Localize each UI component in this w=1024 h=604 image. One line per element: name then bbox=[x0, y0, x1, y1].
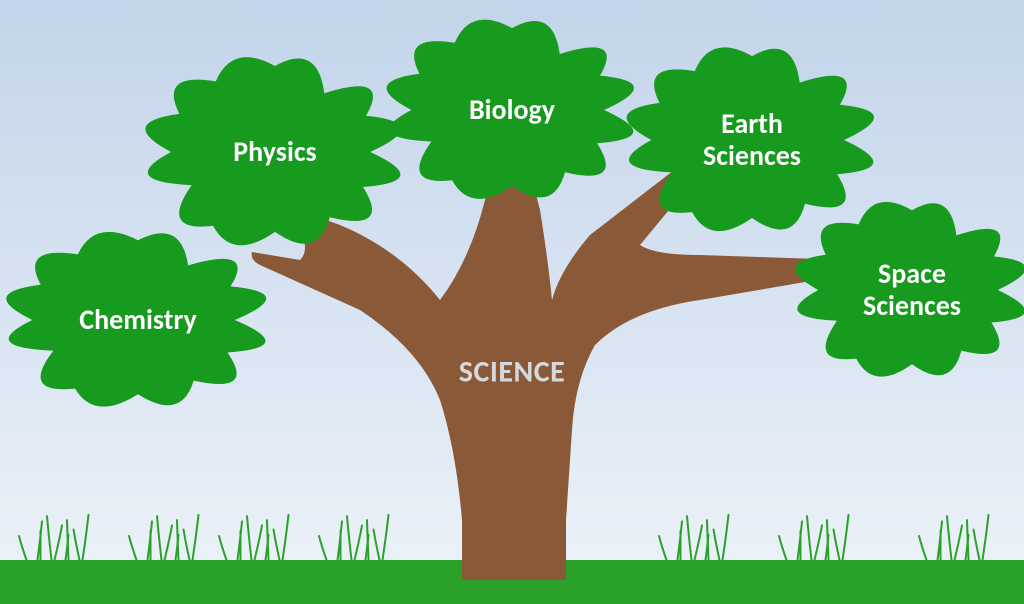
branch-label-biology: Biology bbox=[469, 94, 555, 126]
branch-label-physics: Physics bbox=[233, 136, 316, 168]
branch-label-earth-sciences: Earth Sciences bbox=[703, 108, 801, 172]
branch-label-space-sciences: Space Sciences bbox=[863, 258, 961, 322]
science-tree-diagram: Chemistry Physics Biology Earth Sciences Spa… bbox=[0, 0, 1024, 604]
trunk-label: SCIENCE bbox=[459, 354, 565, 391]
branch-label-chemistry: Chemistry bbox=[79, 304, 197, 336]
